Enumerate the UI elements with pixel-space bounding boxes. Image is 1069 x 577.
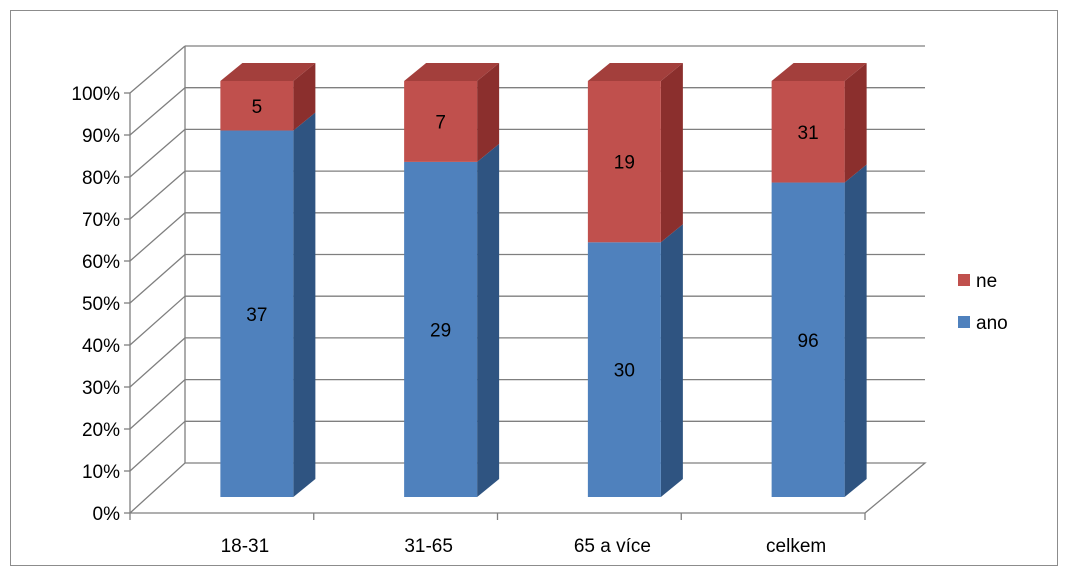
bar-top-ne [220,63,316,81]
side-gridline [129,254,186,304]
side-gridline [129,379,186,430]
data-label-ne: 31 [798,123,819,144]
bar-ano [587,242,661,497]
data-label-ne: 7 [435,112,446,133]
side-gridline [129,212,186,262]
y-tick-label: 100% [71,84,120,105]
bar-ne [404,81,478,162]
legend-label-ano: ano [976,313,1008,334]
bar-side-ne [293,63,316,131]
bar-side-ano [477,143,500,497]
data-label-ano: 37 [246,305,267,326]
bar-top-ne [771,63,867,81]
y-tick-label: 80% [82,168,120,189]
bar-side-ano [660,224,683,497]
bar-ano [771,182,845,497]
y-tick-label: 40% [82,336,120,357]
y-tick-label: 0% [93,504,121,525]
legend-swatch-ano [958,316,970,328]
y-tick-label: 20% [82,420,120,441]
x-axis-tick-labels: 18-31 31-65 65 a více celkem [221,536,827,557]
side-gridline [129,170,186,220]
data-label-ne: 19 [614,153,635,174]
bar-ano [220,130,294,497]
data-label-ano: 30 [614,361,635,382]
bars [220,63,867,498]
legend-swatch-ne [958,274,970,286]
bar-side-ano [844,164,867,497]
y-tick-label: 10% [82,462,120,483]
side-gridline [129,128,186,178]
side-gridline [129,45,186,94]
y-axis-tick-labels: 0% 10% 20% 30% 40% 50% 60% 70% 80% 90% 100% [71,84,120,525]
data-label-ano: 96 [798,331,819,352]
side-gridline [129,420,186,472]
y-tick-label: 70% [82,210,120,231]
y-tick-label: 90% [82,126,120,147]
legend-label-ne: ne [976,271,997,292]
data-label-ano: 29 [430,320,451,341]
bar-ano [404,161,478,497]
x-tick-label: 31-65 [404,536,453,557]
x-tick-label: 65 a více [574,536,651,557]
bar-ne [771,81,845,183]
bar-ne [587,81,661,243]
bar-side-ne [477,63,500,162]
x-tick-label: 18-31 [221,536,270,557]
floor-outline [129,462,927,514]
bar-top-ne [404,63,500,81]
legend: ne ano [958,271,1008,334]
side-gridline [129,295,186,346]
bar-side-ne [660,63,683,243]
side-gridline [129,337,186,388]
bar-side-ne [844,63,867,183]
data-labels: 37 5 29 7 30 19 96 31 [246,97,818,382]
y-tick-label: 30% [82,378,120,399]
bar-ne [220,81,294,131]
bar-top-ne [587,63,683,81]
side-gridline [129,87,186,136]
y-tick-label: 60% [82,252,120,273]
data-label-ne: 5 [252,97,263,118]
x-tick-label: celkem [766,536,826,557]
y-tick-label: 50% [82,294,120,315]
bar-side-ano [293,112,316,498]
